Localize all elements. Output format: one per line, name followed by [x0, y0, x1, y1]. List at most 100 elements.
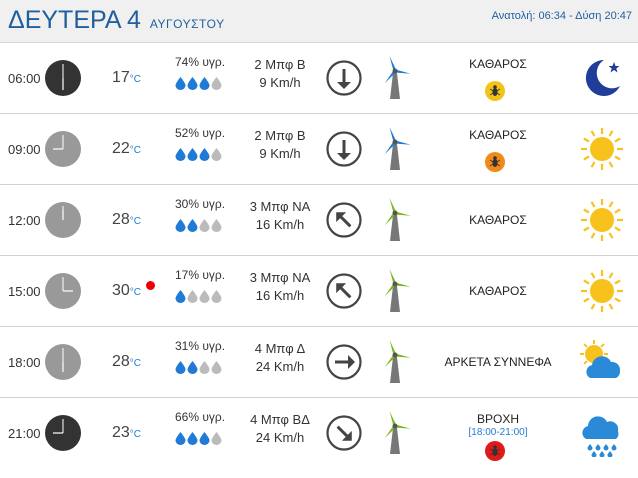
wind-speed: 16 Km/h — [255, 217, 305, 232]
forecast-row: 15:00 30°C 17% υγρ. 3 Μπφ ΝΑ 16 Km/h ΚΑΘΑΡΟΣ — [0, 256, 638, 327]
wind-force: 4 Μπφ ΒΔ — [250, 412, 310, 427]
time-label: 09:00 — [8, 142, 41, 157]
wind-info: 2 Μπφ Β 9 Km/h — [242, 127, 318, 163]
condition-label: ΚΑΘΑΡΟΣ — [469, 284, 527, 298]
condition-label: ΑΡΚΕΤΑ ΣΥΝΝΕΦΑ — [444, 355, 552, 369]
rain-cloud-icon — [578, 409, 626, 458]
wind-speed: 9 Km/h — [259, 75, 301, 90]
temperature-unit: °C — [129, 145, 142, 156]
month-label: ΑΥΓΟΥΣΤΟΥ — [149, 17, 225, 31]
time-label: 21:00 — [8, 426, 41, 441]
wind-speed: 24 Km/h — [255, 430, 305, 445]
temperature: 22°C — [112, 140, 141, 158]
wind-speed: 9 Km/h — [259, 146, 301, 161]
humidity-label: 31% υγρ. — [175, 339, 226, 353]
wind-turbine-icon — [378, 408, 412, 456]
wind-force: 3 Μπφ ΝΑ — [249, 199, 311, 214]
temperature: 17°C — [112, 69, 141, 87]
humidity-drops-icon — [175, 77, 223, 95]
humidity-drops-icon — [175, 432, 223, 450]
wind-force: 4 Μπφ Δ — [254, 341, 306, 356]
humidity-drops-icon — [175, 361, 223, 379]
clock-icon — [45, 131, 81, 167]
forecast-row: 18:00 28°C 31% υγρ. 4 Μπφ Δ 24 Km/h ΑΡΚΕΤΑ ΣΥ… — [0, 327, 638, 398]
insect-alert-icon — [485, 81, 505, 101]
wind-turbine-icon — [378, 266, 412, 314]
temperature-unit: °C — [129, 358, 142, 369]
clock-icon — [45, 202, 81, 238]
sun-icon — [578, 125, 626, 173]
wind-turbine-icon — [378, 337, 412, 385]
day-title: ΔΕΥΤΕΡΑ 4 ΑΥΓΟΥΣΤΟΥ — [8, 6, 225, 35]
wind-info: 3 Μπφ ΝΑ 16 Km/h — [242, 269, 318, 305]
temperature-value: 22 — [112, 140, 130, 157]
clock-icon — [45, 60, 81, 96]
temperature-value: 28 — [112, 353, 130, 370]
clock-icon — [45, 344, 81, 380]
condition-label: ΒΡΟΧΗ — [476, 412, 519, 426]
sun-icon — [578, 267, 626, 315]
time-label: 12:00 — [8, 213, 41, 228]
condition-label: ΚΑΘΑΡΟΣ — [469, 213, 527, 227]
humidity-label: 74% υγρ. — [175, 55, 226, 69]
heat-alert-dot — [146, 281, 155, 290]
condition-label: ΚΑΘΑΡΟΣ — [469, 128, 527, 142]
time-label: 06:00 — [8, 71, 41, 86]
temperature-value: 28 — [112, 211, 130, 228]
time-label: 15:00 — [8, 284, 41, 299]
wind-info: 2 Μπφ Β 9 Km/h — [242, 56, 318, 92]
moon-icon — [578, 54, 626, 102]
temperature: 23°C — [112, 424, 141, 442]
sun-times: Ανατολή: 06:34 - Δύση 20:47 — [491, 10, 632, 22]
humidity-drops-icon — [175, 148, 223, 166]
temperature: 28°C — [112, 211, 141, 229]
temperature: 30°C — [112, 282, 141, 300]
wind-direction-arrow-icon — [326, 273, 362, 309]
forecast-row: 21:00 23°C 66% υγρ. 4 Μπφ ΒΔ 24 Km/h ΒΡΟΧΗ [18… — [0, 398, 638, 468]
forecast-header: ΔΕΥΤΕΡΑ 4 ΑΥΓΟΥΣΤΟΥ Ανατολή: 06:34 - Δύσ… — [0, 0, 638, 43]
wind-turbine-icon — [378, 124, 412, 172]
insect-alert-icon — [485, 152, 505, 172]
wind-direction-arrow-icon — [326, 344, 362, 380]
wind-force: 3 Μπφ ΝΑ — [249, 270, 311, 285]
wind-force: 2 Μπφ Β — [254, 57, 306, 72]
temperature-value: 23 — [112, 424, 130, 441]
wind-turbine-icon — [378, 195, 412, 243]
wind-info: 4 Μπφ ΒΔ 24 Km/h — [242, 411, 318, 447]
forecast-row: 12:00 28°C 30% υγρ. 3 Μπφ ΝΑ 16 Km/h ΚΑΘΑΡΟΣ — [0, 185, 638, 256]
partly-cloudy-icon — [578, 338, 626, 386]
temperature-value: 17 — [112, 69, 130, 86]
humidity-drops-icon — [175, 290, 223, 308]
temperature-value: 30 — [112, 282, 130, 299]
wind-speed: 24 Km/h — [255, 359, 305, 374]
temperature-unit: °C — [129, 74, 142, 85]
insect-alert-icon — [485, 441, 505, 461]
humidity-label: 66% υγρ. — [175, 410, 226, 424]
rain-time-range: [18:00-21:00] — [468, 427, 528, 438]
clock-icon — [45, 273, 81, 309]
wind-info: 4 Μπφ Δ 24 Km/h — [242, 340, 318, 376]
wind-direction-arrow-icon — [326, 202, 362, 238]
forecast-row: 06:00 17°C 74% υγρ. 2 Μπφ Β 9 Km/h ΚΑΘΑΡΟΣ — [0, 43, 638, 114]
temperature-unit: °C — [129, 429, 142, 440]
humidity-label: 52% υγρ. — [175, 126, 226, 140]
wind-info: 3 Μπφ ΝΑ 16 Km/h — [242, 198, 318, 234]
condition-label: ΚΑΘΑΡΟΣ — [469, 57, 527, 71]
humidity-label: 17% υγρ. — [175, 268, 226, 282]
wind-turbine-icon — [378, 53, 412, 101]
forecast-row: 09:00 22°C 52% υγρ. 2 Μπφ Β 9 Km/h ΚΑΘΑΡΟΣ — [0, 114, 638, 185]
clock-icon — [45, 415, 81, 451]
wind-direction-arrow-icon — [326, 415, 362, 451]
wind-direction-arrow-icon — [326, 60, 362, 96]
day-label: ΔΕΥΤΕΡΑ 4 — [8, 6, 141, 34]
time-label: 18:00 — [8, 355, 41, 370]
humidity-drops-icon — [175, 219, 223, 237]
sun-icon — [578, 196, 626, 244]
wind-force: 2 Μπφ Β — [254, 128, 306, 143]
wind-speed: 16 Km/h — [255, 288, 305, 303]
humidity-label: 30% υγρ. — [175, 197, 226, 211]
temperature: 28°C — [112, 353, 141, 371]
wind-direction-arrow-icon — [326, 131, 362, 167]
temperature-unit: °C — [129, 287, 142, 298]
